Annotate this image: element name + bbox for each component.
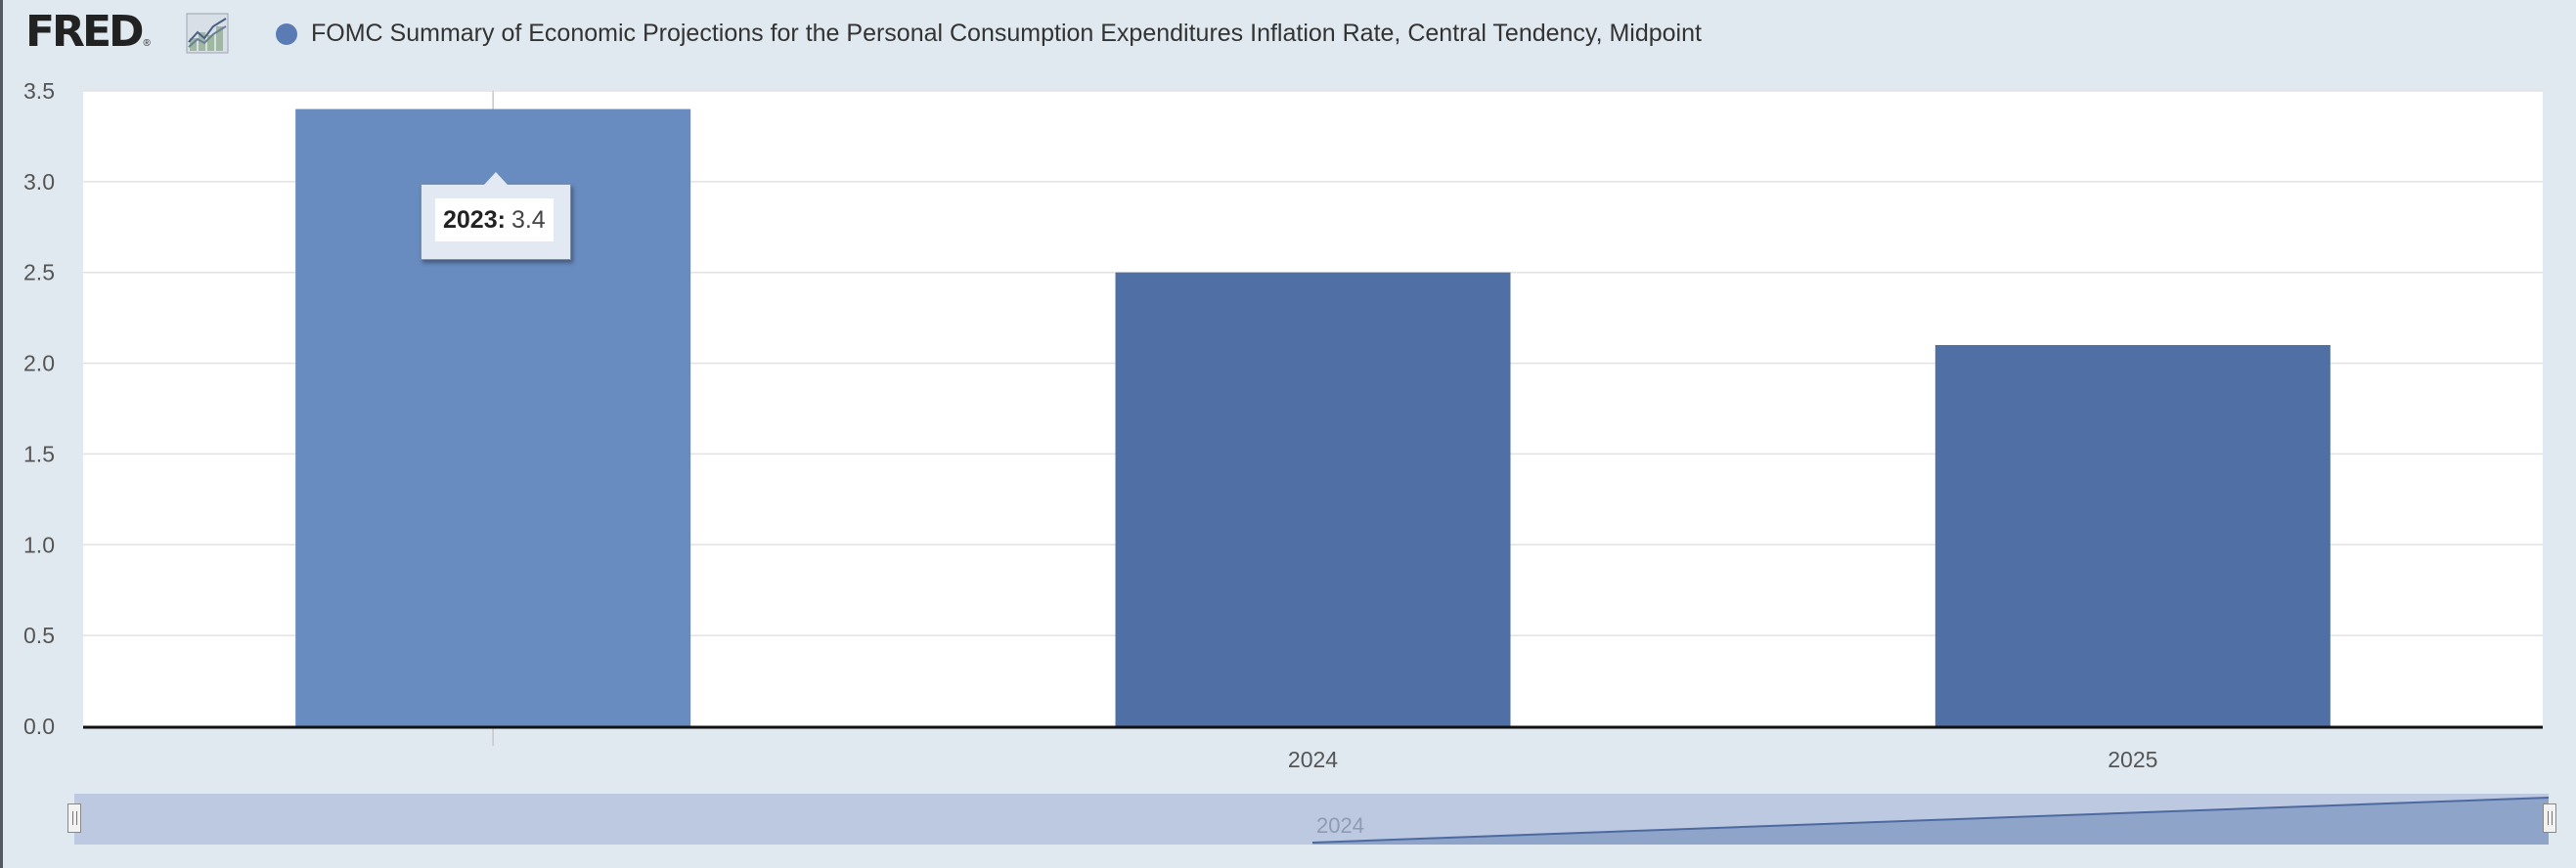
tooltip-caret	[484, 172, 508, 185]
y-tick-label: 2.0	[23, 351, 55, 376]
tooltip-content: 2023: 3.4	[435, 198, 554, 241]
legend[interactable]: FOMC Summary of Economic Projections for…	[276, 20, 1702, 48]
y-tick-label: 1.5	[23, 441, 55, 466]
fred-chart-icon	[186, 13, 229, 54]
tooltip-value: 3.4	[511, 205, 546, 234]
navigator-left-handle[interactable]	[67, 803, 81, 833]
window-edge	[0, 0, 3, 868]
y-tick-label: 3.0	[23, 169, 55, 195]
bar-2025[interactable]	[1934, 345, 2331, 726]
fred-logo[interactable]: FRED ®	[25, 8, 151, 57]
x-tick-label: 2025	[2108, 747, 2157, 772]
bars	[295, 108, 2331, 727]
bar-2024[interactable]	[1115, 272, 1511, 726]
y-tick-label: 3.5	[23, 78, 55, 104]
chart-area: 0.0 0.5 1.0 1.5 2.0 2.5 3.0 3.5 2024 2025	[23, 78, 2543, 772]
y-axis-tick-labels: 0.0 0.5 1.0 1.5 2.0 2.5 3.0 3.5	[23, 78, 55, 739]
x-axis-tick-labels: 2024 2025	[1288, 747, 2158, 772]
navigator-right-handle[interactable]	[2543, 803, 2556, 833]
tooltip-category: 2023:	[443, 205, 506, 234]
legend-marker-icon	[276, 22, 297, 45]
range-navigator[interactable]: 2024	[67, 794, 2556, 845]
y-tick-label: 0.5	[23, 623, 55, 648]
y-tick-label: 2.5	[23, 260, 55, 285]
y-tick-label: 0.0	[23, 714, 55, 739]
tooltip: 2023: 3.4	[421, 172, 571, 260]
y-tick-label: 1.0	[23, 532, 55, 557]
x-tick-label: 2024	[1288, 747, 1338, 772]
legend-label: FOMC Summary of Economic Projections for…	[311, 20, 1702, 47]
navigator-series-fill	[1311, 797, 2549, 845]
logo-text: FRED	[25, 7, 145, 57]
navigator-axis-label: 2024	[1316, 813, 1364, 838]
logo-registered-mark: ®	[143, 37, 151, 49]
